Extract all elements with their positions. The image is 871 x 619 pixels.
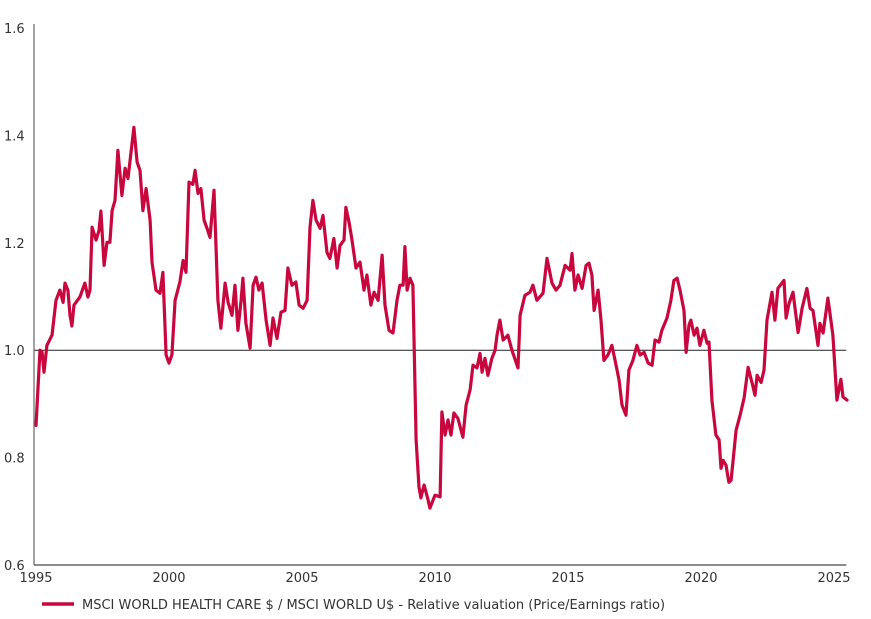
y-tick-label: 1.6 [4,22,25,37]
y-tick-label: 0.6 [4,559,25,574]
x-tick-label: 2010 [418,571,451,586]
x-tick-label: 2000 [152,571,185,586]
y-axis-ticks: 0.6 0.8 1.0 1.2 1.4 1.6 [4,22,25,574]
y-tick-label: 1.4 [4,129,25,144]
y-tick-label: 0.8 [4,452,25,467]
y-tick-label: 1.2 [4,237,25,252]
x-tick-label: 2020 [684,571,717,586]
x-tick-label: 2005 [285,571,318,586]
legend-label: MSCI WORLD HEALTH CARE $ / MSCI WORLD U$… [82,598,665,613]
y-tick-label: 1.0 [4,344,25,359]
x-tick-label: 2025 [817,571,850,586]
x-axis-ticks: 1995 2000 2005 2010 2015 2020 2025 [19,571,850,586]
x-tick-label: 2015 [551,571,584,586]
legend: MSCI WORLD HEALTH CARE $ / MSCI WORLD U$… [42,598,665,613]
x-tick-label: 1995 [19,571,52,586]
series-line-health-care-relative-pe [34,125,849,510]
